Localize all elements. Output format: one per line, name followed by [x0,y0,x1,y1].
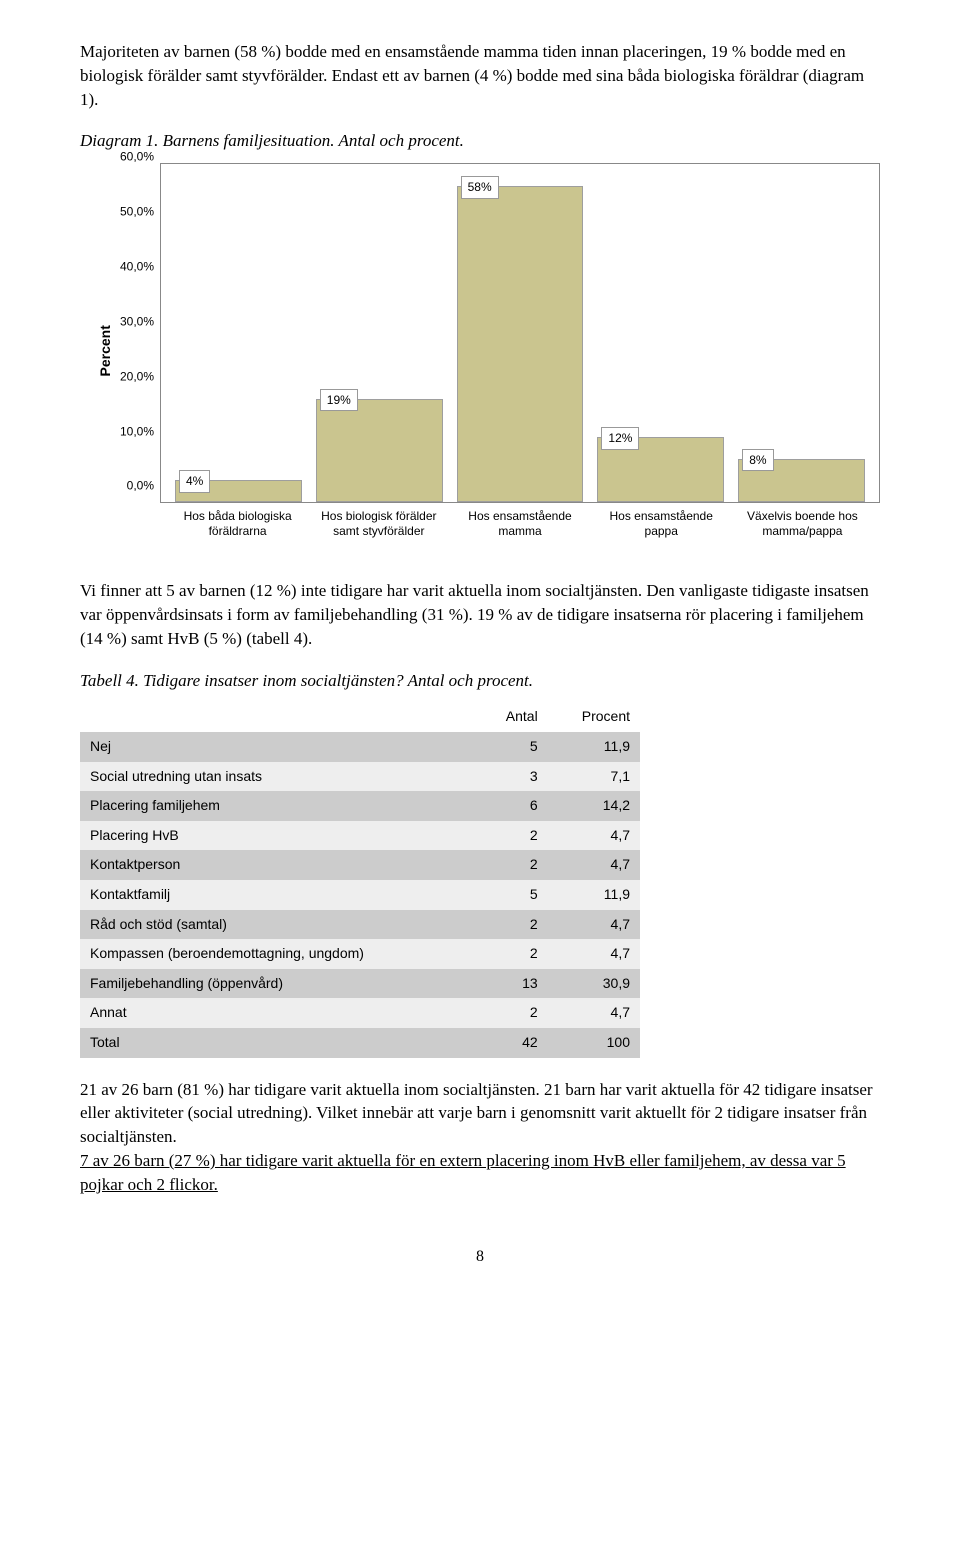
table-cell-label: Råd och stöd (samtal) [80,910,477,940]
table-cell-antal: 2 [477,910,547,940]
table-row: Kompassen (beroendemottagning, ungdom)24… [80,939,640,969]
paragraph-3b: 7 av 26 barn (27 %) har tidigare varit a… [80,1151,846,1194]
y-ticks: 60,0%50,0%40,0%30,0%20,0%10,0%0,0% [110,163,160,503]
table-cell-antal: 13 [477,969,547,999]
table-cell-antal: 5 [477,732,547,762]
bar-slot: 58% [457,164,584,502]
x-tick: Hos biologisk förälder samt styvförälder [315,509,442,539]
table-cell-label: Annat [80,998,477,1028]
table-cell-label: Social utredning utan insats [80,762,477,792]
table-cell-antal: 2 [477,939,547,969]
bar-slot: 12% [597,164,724,502]
table-cell-procent: 11,9 [548,880,640,910]
table-cell-procent: 100 [548,1028,640,1058]
table-cell-procent: 11,9 [548,732,640,762]
bar-value-label: 4% [179,470,210,493]
table-cell-label: Kontaktperson [80,850,477,880]
table-cell-antal: 5 [477,880,547,910]
table-caption: Tabell 4. Tidigare insatser inom socialt… [80,669,880,693]
bar-slot: 8% [738,164,865,502]
paragraph-3: 21 av 26 barn (81 %) har tidigare varit … [80,1078,880,1197]
table-row: Annat24,7 [80,998,640,1028]
table-cell-label: Kompassen (beroendemottagning, ungdom) [80,939,477,969]
table-cell-procent: 14,2 [548,791,640,821]
table-cell-procent: 30,9 [548,969,640,999]
table-cell-label: Nej [80,732,477,762]
bar [316,399,443,503]
table-cell-label: Placering HvB [80,821,477,851]
chart-area: 60,0%50,0%40,0%30,0%20,0%10,0%0,0% 4%19%… [110,163,880,539]
bar-value-label: 58% [461,176,499,199]
y-tick: 10,0% [120,423,154,440]
bar-chart: Percent 60,0%50,0%40,0%30,0%20,0%10,0%0,… [80,163,880,539]
table-cell-procent: 4,7 [548,939,640,969]
y-axis-label-wrap: Percent [80,163,110,539]
bar [457,186,584,502]
table-cell-label: Total [80,1028,477,1058]
x-tick: Hos ensamstående pappa [598,509,725,539]
plot-region: 4% 19% 58% 12% 8% [160,163,880,503]
y-tick: 40,0% [120,259,154,276]
paragraph-3a: 21 av 26 barn (81 %) har tidigare varit … [80,1080,873,1147]
y-tick: 50,0% [120,204,154,221]
table-cell-antal: 42 [477,1028,547,1058]
table-row: Nej511,9 [80,732,640,762]
x-ticks: Hos båda biologiska föräldrarna Hos biolo… [160,503,880,539]
table-cell-label: Placering familjehem [80,791,477,821]
table-header-procent: Procent [548,702,640,732]
page-number: 8 [80,1246,880,1268]
bar-value-label: 12% [601,427,639,450]
table-row: Kontaktperson24,7 [80,850,640,880]
data-table: Antal Procent Nej511,9Social utredning u… [80,702,640,1057]
y-tick: 60,0% [120,149,154,166]
table-header-blank [80,702,477,732]
y-tick: 30,0% [120,313,154,330]
table-cell-label: Familjebehandling (öppenvård) [80,969,477,999]
table-cell-antal: 3 [477,762,547,792]
table-row: Kontaktfamilj511,9 [80,880,640,910]
table-cell-procent: 4,7 [548,998,640,1028]
bars-container: 4% 19% 58% 12% 8% [161,164,879,502]
table-cell-procent: 4,7 [548,821,640,851]
x-tick: Hos båda biologiska föräldrarna [174,509,301,539]
paragraph-2: Vi finner att 5 av barnen (12 %) inte ti… [80,579,880,650]
table-row: Total42100 [80,1028,640,1058]
x-tick: Växelvis boende hos mamma/pappa [739,509,866,539]
table-cell-antal: 2 [477,998,547,1028]
bar-value-label: 8% [742,449,773,472]
table-cell-antal: 2 [477,821,547,851]
table-cell-procent: 4,7 [548,910,640,940]
y-tick: 0,0% [127,478,154,495]
table-row: Placering HvB24,7 [80,821,640,851]
table-cell-procent: 4,7 [548,850,640,880]
table-cell-label: Kontaktfamilj [80,880,477,910]
paragraph-1: Majoriteten av barnen (58 %) bodde med e… [80,40,880,111]
table-cell-antal: 2 [477,850,547,880]
bar-value-label: 19% [320,389,358,412]
y-tick: 20,0% [120,368,154,385]
table-header-antal: Antal [477,702,547,732]
bar-slot: 19% [316,164,443,502]
table-cell-procent: 7,1 [548,762,640,792]
x-tick: Hos ensamstående mamma [456,509,583,539]
bar-slot: 4% [175,164,302,502]
table-cell-antal: 6 [477,791,547,821]
table-row: Placering familjehem614,2 [80,791,640,821]
table-row: Familjebehandling (öppenvård)1330,9 [80,969,640,999]
table-row: Social utredning utan insats37,1 [80,762,640,792]
table-row: Råd och stöd (samtal)24,7 [80,910,640,940]
diagram-caption: Diagram 1. Barnens familjesituation. Ant… [80,129,880,153]
